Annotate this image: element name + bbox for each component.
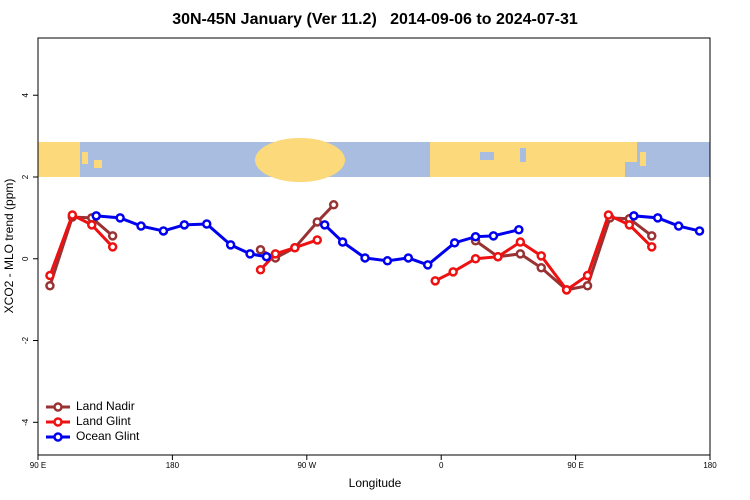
x-axis-label: Longitude bbox=[349, 476, 402, 490]
legend-label: Ocean Glint bbox=[76, 429, 140, 443]
map-strip bbox=[38, 138, 710, 182]
y-tick-label: 2 bbox=[21, 174, 30, 179]
point bbox=[423, 260, 433, 270]
point bbox=[624, 220, 635, 230]
point bbox=[694, 226, 705, 236]
point bbox=[115, 213, 125, 223]
point bbox=[290, 242, 300, 253]
point bbox=[67, 210, 78, 220]
y-tick-label: -4 bbox=[21, 418, 30, 426]
point bbox=[261, 251, 272, 262]
plot-frame bbox=[37, 37, 711, 456]
point bbox=[201, 219, 212, 229]
point bbox=[582, 270, 593, 281]
y-axis-label: XCO2 - MLO trend (ppm) bbox=[2, 179, 16, 314]
point bbox=[337, 237, 348, 247]
y-tick-label: 4 bbox=[21, 92, 30, 97]
point bbox=[515, 237, 526, 247]
point bbox=[448, 267, 458, 277]
point bbox=[603, 210, 614, 220]
x-tick-label: 90 W bbox=[297, 461, 316, 470]
point bbox=[87, 220, 97, 230]
point bbox=[136, 221, 146, 231]
point bbox=[179, 220, 190, 230]
point bbox=[107, 231, 118, 241]
point bbox=[673, 221, 684, 231]
point bbox=[488, 231, 499, 241]
point bbox=[312, 217, 323, 227]
x-tick-label: 180 bbox=[703, 461, 717, 470]
point bbox=[647, 231, 657, 241]
point bbox=[158, 226, 169, 236]
x-tick-label: 180 bbox=[166, 461, 180, 470]
legend-marker bbox=[53, 417, 63, 427]
point bbox=[430, 276, 440, 286]
point bbox=[328, 200, 339, 210]
legend-marker bbox=[53, 402, 63, 412]
point bbox=[536, 251, 547, 261]
legend-marker bbox=[53, 432, 63, 442]
point bbox=[449, 238, 460, 248]
y-tick-label: 0 bbox=[21, 256, 30, 261]
point bbox=[225, 240, 236, 250]
y-tick-label: -2 bbox=[21, 336, 30, 344]
point bbox=[536, 263, 547, 273]
point bbox=[319, 220, 330, 230]
point bbox=[107, 242, 118, 252]
x-tick-label: 0 bbox=[439, 461, 444, 470]
point bbox=[255, 245, 266, 255]
point bbox=[245, 249, 255, 259]
point bbox=[514, 224, 524, 235]
x-tick-label: 90 E bbox=[567, 461, 583, 470]
point bbox=[515, 249, 526, 259]
point bbox=[270, 249, 281, 259]
point bbox=[470, 254, 481, 264]
point bbox=[91, 211, 101, 221]
point bbox=[647, 242, 657, 252]
point bbox=[470, 231, 481, 242]
point bbox=[382, 256, 393, 266]
point bbox=[45, 280, 55, 291]
chart-title: 30N-45N January (Ver 11.2) 2014-09-06 to… bbox=[172, 11, 578, 28]
point bbox=[582, 280, 593, 291]
point bbox=[561, 285, 572, 295]
legend-label: Land Glint bbox=[76, 414, 131, 428]
point bbox=[493, 251, 503, 262]
point bbox=[403, 253, 414, 263]
point bbox=[45, 270, 55, 281]
x-tick-label: 90 E bbox=[30, 461, 46, 470]
legend-label: Land Nadir bbox=[76, 399, 135, 413]
point bbox=[652, 213, 663, 223]
point bbox=[255, 265, 266, 275]
point bbox=[629, 211, 639, 221]
point bbox=[360, 253, 370, 263]
point bbox=[312, 235, 323, 245]
